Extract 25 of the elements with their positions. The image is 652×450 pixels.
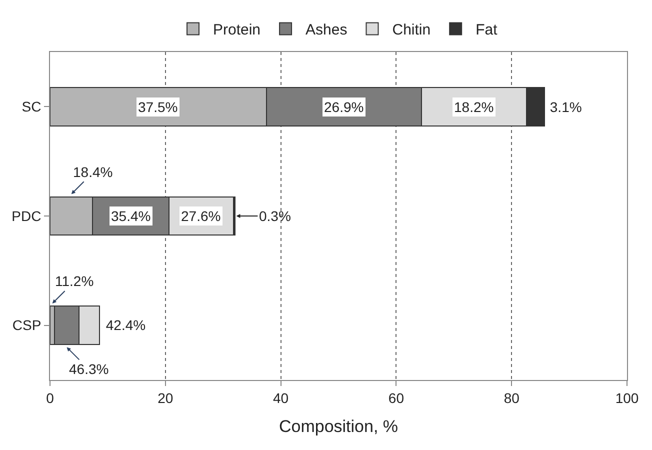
y-tick-label: PDC bbox=[12, 208, 42, 224]
annotation: 37.5% bbox=[138, 99, 178, 115]
legend-label: Fat bbox=[476, 22, 498, 39]
y-tick-label: SC bbox=[22, 98, 42, 115]
legend-label: Chitin bbox=[392, 22, 431, 39]
x-tick-label: 100 bbox=[615, 390, 639, 406]
annotation: 18.2% bbox=[454, 99, 494, 115]
legend-label: Ashes bbox=[306, 22, 348, 39]
annotation: 26.9% bbox=[324, 99, 364, 115]
x-tick-label: 60 bbox=[388, 390, 404, 406]
annotation: 46.3% bbox=[69, 361, 109, 377]
annotation: 18.4% bbox=[73, 164, 113, 180]
x-tick-label: 40 bbox=[273, 390, 289, 406]
x-tick-label: 0 bbox=[46, 390, 54, 406]
annotation: 11.2% bbox=[55, 273, 94, 289]
legend-label: Protein bbox=[213, 22, 261, 39]
annotation: 0.3% bbox=[259, 208, 291, 224]
annotation: 3.1% bbox=[546, 99, 582, 115]
x-tick-label: 80 bbox=[504, 390, 520, 406]
x-tick-label: 20 bbox=[158, 390, 174, 406]
annotation: 27.6% bbox=[181, 208, 221, 224]
annotation: 35.4% bbox=[111, 208, 151, 224]
y-tick-label: CSP bbox=[12, 317, 42, 334]
annotation: 42.4% bbox=[102, 317, 146, 333]
x-axis-title: Composition, % bbox=[278, 417, 398, 436]
